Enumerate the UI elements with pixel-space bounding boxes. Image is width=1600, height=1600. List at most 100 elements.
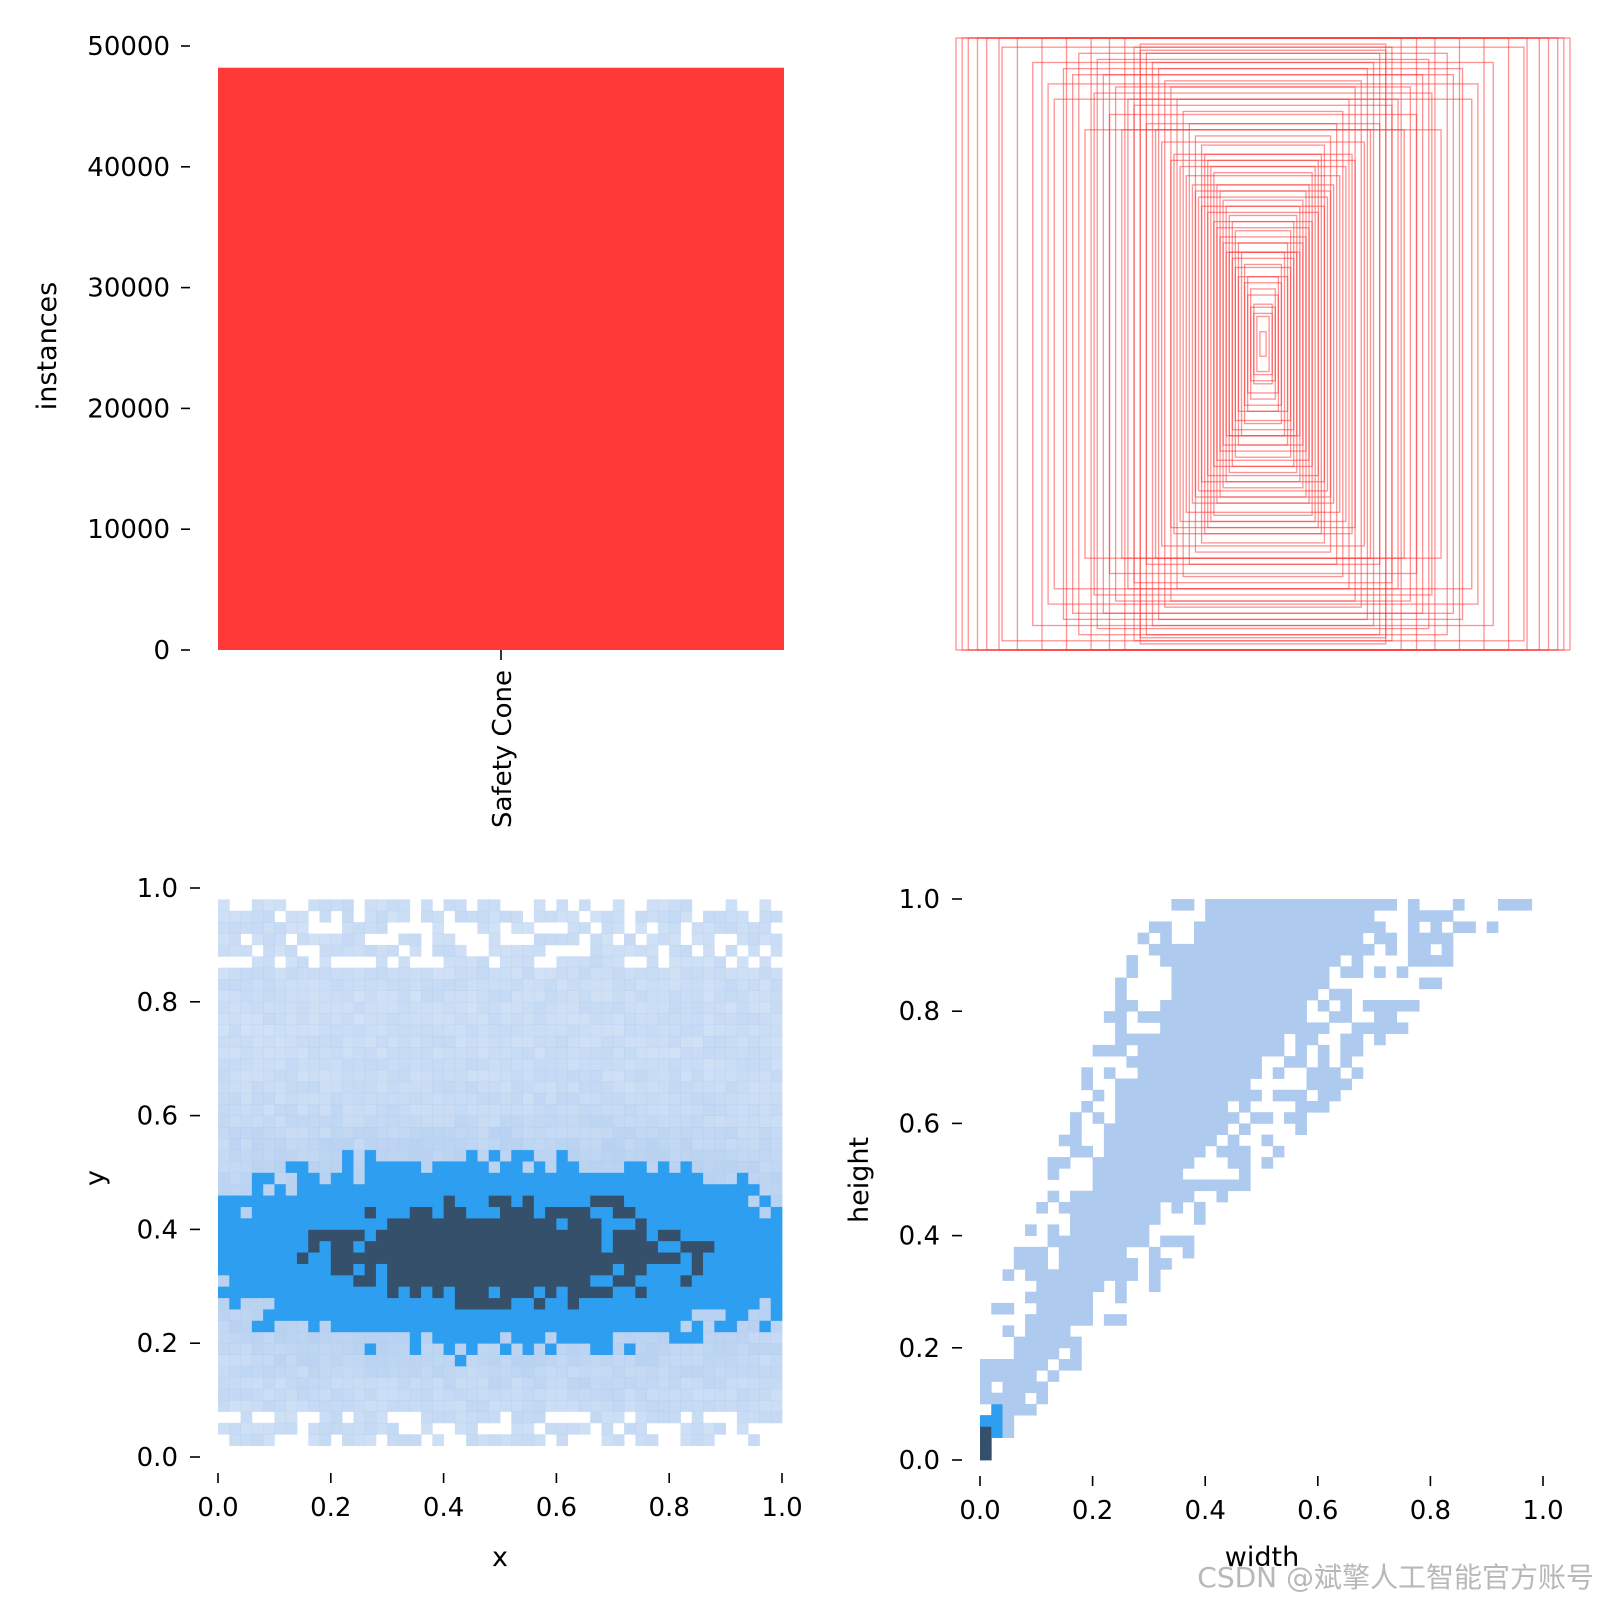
xy-heat-cell bbox=[646, 1161, 659, 1173]
xy-heat-cell bbox=[624, 1195, 636, 1208]
wh-heat-cell bbox=[1193, 988, 1206, 1001]
wh-heat-cell bbox=[1351, 932, 1364, 945]
xy-heat-cell bbox=[375, 1058, 388, 1071]
wh-heat-cell bbox=[1227, 1011, 1240, 1023]
xy-heat-cell bbox=[646, 1274, 659, 1287]
xy-heat-cell bbox=[624, 1070, 636, 1082]
xy-heat-cell bbox=[319, 1081, 332, 1094]
xy-heat-cell bbox=[466, 990, 478, 1003]
xy-heat-cell bbox=[556, 1388, 569, 1401]
xy-heat-cell bbox=[477, 1070, 490, 1082]
xy-heat-cell bbox=[500, 1126, 512, 1139]
xy-heat-cell bbox=[759, 1024, 772, 1037]
xy-heat-cell bbox=[612, 922, 625, 934]
xy-heat-cell bbox=[545, 1001, 557, 1014]
wh-heat-cell bbox=[1351, 1033, 1364, 1046]
wh-heat-cell bbox=[1160, 1134, 1172, 1147]
wh-heat-cell bbox=[1058, 1235, 1071, 1248]
xy-heat-cell bbox=[759, 979, 772, 991]
wh-heat-cell bbox=[1070, 1123, 1082, 1136]
wh-heat-cell bbox=[1047, 1224, 1060, 1236]
wh-heat-cell bbox=[1250, 988, 1262, 1001]
xy-heat-cell bbox=[342, 990, 354, 1003]
xy-heat-cell bbox=[578, 1218, 591, 1230]
xy-heat-cell bbox=[319, 1400, 332, 1412]
xy-heat-cell bbox=[319, 1195, 332, 1208]
xy-heat-cell bbox=[342, 1092, 354, 1105]
xy-heat-cell bbox=[454, 1024, 467, 1037]
xy-heat-cell bbox=[240, 1377, 253, 1390]
xy-heat-cell bbox=[296, 1183, 309, 1196]
xy-heat-cell bbox=[342, 1229, 354, 1242]
xy-heat-cell bbox=[545, 1263, 557, 1276]
wh-heat-cell bbox=[1317, 1022, 1330, 1035]
xy-heat-cell bbox=[578, 1149, 591, 1162]
xy-heat-cell bbox=[387, 1365, 399, 1378]
wh-heat-cell bbox=[1115, 1089, 1127, 1102]
wh-heat-cell bbox=[1205, 977, 1217, 990]
xy-heat-cell bbox=[432, 933, 444, 946]
xy-heat-cell bbox=[770, 1149, 783, 1162]
xy-heat-cell bbox=[567, 1195, 580, 1208]
xy-heat-cell bbox=[274, 1206, 287, 1219]
xy-heat-cell bbox=[657, 1229, 670, 1242]
xy-heat-cell bbox=[296, 1013, 309, 1025]
xy-heat-cell bbox=[567, 1024, 580, 1037]
xy-heat-cell bbox=[330, 1035, 343, 1048]
xy-heat-cell bbox=[703, 1126, 715, 1139]
xy-heat-cell bbox=[691, 1081, 704, 1094]
xy-heat-cell bbox=[421, 899, 433, 912]
xy-heat-cell bbox=[725, 1024, 738, 1037]
xy-heat-cell bbox=[443, 1195, 456, 1208]
xy-heat-cell bbox=[387, 1434, 399, 1447]
xy-heat-cell bbox=[680, 1070, 693, 1082]
wh-heat-cell bbox=[1317, 932, 1330, 945]
xy-heat-cell bbox=[590, 933, 602, 946]
xy-heat-cell bbox=[409, 1161, 422, 1173]
xy-heat-cell bbox=[601, 1047, 614, 1060]
xy-heat-cell bbox=[533, 1252, 546, 1264]
wh-heat-cell bbox=[1329, 921, 1341, 934]
wh-heat-cell bbox=[1295, 1123, 1307, 1136]
xy-heat-cell bbox=[398, 1161, 411, 1173]
wh-heat-cell bbox=[1351, 966, 1364, 978]
xy-heat-cell bbox=[443, 1297, 456, 1310]
xy-heat-cell bbox=[736, 1354, 749, 1367]
xy-heat-cell bbox=[218, 1138, 230, 1151]
y-tick-label: 0.0 bbox=[899, 1446, 940, 1476]
xy-heat-cell bbox=[477, 1047, 490, 1060]
xy-heat-cell bbox=[353, 1377, 366, 1390]
wh-heat-cell bbox=[1295, 955, 1307, 967]
xy-heat-cell bbox=[421, 1183, 433, 1196]
xy-heat-cell bbox=[477, 1229, 490, 1242]
xy-heat-cell bbox=[657, 933, 670, 946]
xy-heat-cell bbox=[500, 1172, 512, 1185]
xy-heat-cell bbox=[703, 1070, 715, 1082]
xy-heat-cell bbox=[578, 1354, 591, 1367]
wh-heat-cell bbox=[1002, 1392, 1015, 1405]
xy-heat-cell bbox=[556, 990, 569, 1003]
xy-heat-cell bbox=[319, 1309, 332, 1321]
xy-heat-cell bbox=[263, 1240, 275, 1253]
xy-heat-cell bbox=[229, 1309, 241, 1321]
xy-heat-cell bbox=[601, 1240, 614, 1253]
wh-heat-cell bbox=[1193, 1112, 1206, 1124]
xy-heat-cell bbox=[229, 1001, 241, 1014]
xy-heat-cell bbox=[578, 1058, 591, 1071]
wh-heat-cell bbox=[1126, 1145, 1139, 1158]
wh-heat-cell bbox=[1250, 1056, 1262, 1068]
xy-heat-cell bbox=[454, 899, 467, 912]
wh-heat-cell bbox=[1137, 1224, 1150, 1236]
xy-heat-cell bbox=[714, 956, 726, 969]
xy-heat-cell bbox=[263, 1218, 275, 1230]
xy-heat-cell bbox=[409, 1092, 422, 1105]
wh-heat-cell bbox=[1092, 1201, 1105, 1214]
xy-heat-cell bbox=[612, 1081, 625, 1094]
xy-heat-cell bbox=[353, 1218, 366, 1230]
xy-heat-cell bbox=[409, 1400, 422, 1412]
wh-heat-cell bbox=[1013, 1336, 1026, 1349]
wh-heat-cell bbox=[1272, 1145, 1285, 1158]
xy-heat-cell bbox=[296, 1104, 309, 1116]
wh-heat-cell bbox=[1205, 1179, 1217, 1192]
xy-heat-cell bbox=[691, 1434, 704, 1447]
